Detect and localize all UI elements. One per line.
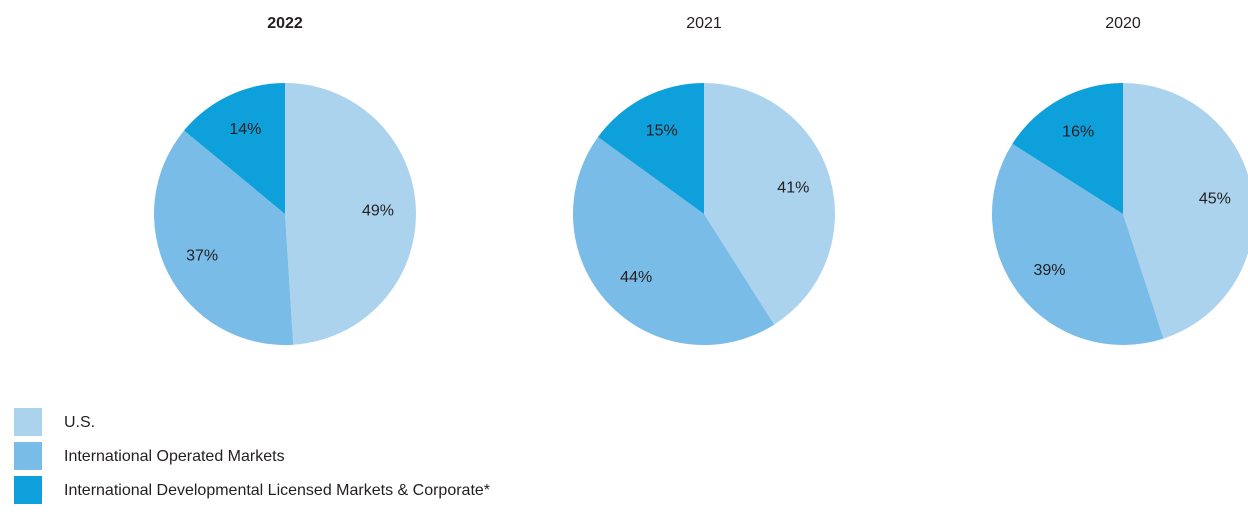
data-label: 44% bbox=[620, 269, 652, 286]
chart-title: 2021 bbox=[686, 15, 722, 32]
chart-title: 2022 bbox=[267, 15, 303, 32]
pie-slice bbox=[285, 83, 417, 345]
data-label: 49% bbox=[362, 202, 394, 219]
legend-label: International Developmental Licensed Mar… bbox=[64, 482, 490, 499]
data-label: 16% bbox=[1062, 124, 1094, 141]
pie-slice bbox=[704, 83, 835, 325]
data-label: 45% bbox=[1199, 191, 1231, 208]
pie-slice bbox=[153, 130, 294, 345]
pie-slice bbox=[1012, 83, 1123, 214]
data-label: 41% bbox=[777, 179, 809, 196]
legend-swatch bbox=[14, 476, 42, 504]
pie-slice bbox=[992, 143, 1164, 345]
legend-swatch bbox=[14, 442, 42, 470]
data-label: 14% bbox=[229, 121, 261, 138]
data-label: 37% bbox=[186, 247, 218, 264]
data-label: 15% bbox=[646, 122, 678, 139]
chart-title: 2020 bbox=[1105, 15, 1141, 32]
pie-slice bbox=[184, 83, 285, 214]
legend-label: International Operated Markets bbox=[64, 448, 285, 465]
pie-slice bbox=[573, 137, 775, 345]
legend-swatch bbox=[14, 408, 42, 436]
legend-label: U.S. bbox=[64, 414, 95, 431]
pie-slice bbox=[598, 83, 704, 214]
pie-slice bbox=[1123, 83, 1248, 339]
data-label: 39% bbox=[1033, 262, 1065, 279]
